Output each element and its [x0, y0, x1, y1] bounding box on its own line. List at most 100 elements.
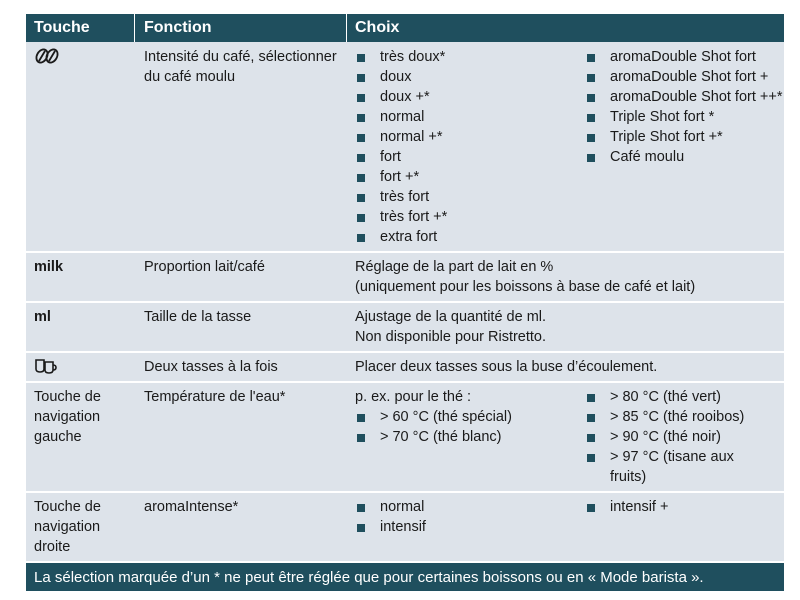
two-cups-icon [34, 357, 135, 375]
choice-cell: p. ex. pour le thé : > 60 °C (thé spécia… [347, 387, 784, 487]
key-cell [26, 357, 135, 377]
header-choice: Choix [355, 19, 400, 36]
choice-item: très doux* [355, 47, 585, 67]
bullet-icon [357, 414, 365, 422]
bullet-icon [587, 504, 595, 512]
choice-label: Triple Shot fort +* [610, 129, 723, 145]
bullet-icon [587, 94, 595, 102]
choice-item: > 60 °C (thé spécial) [355, 407, 585, 427]
coffee-beans-icon [34, 47, 135, 65]
choice-label: > 85 °C (thé rooibos) [610, 409, 745, 425]
choice-list-right: > 80 °C (thé vert) > 85 °C (thé rooibos) >… [585, 387, 784, 487]
key-cell [26, 47, 135, 247]
choice-item: aromaDouble Shot fort ++* [585, 87, 784, 107]
table-row-strength: Intensité du café, sélectionner du café … [26, 42, 784, 253]
function-cell: aromaIntense* [144, 499, 239, 515]
choice-label: très fort [380, 189, 430, 205]
choice-label: normal +* [380, 129, 443, 145]
key-cell: milk [34, 259, 64, 275]
choice-cell: Réglage de la part de lait en % (uniquem… [347, 257, 784, 297]
choice-list-left: normal intensif [355, 497, 585, 537]
bullet-icon [587, 454, 595, 462]
choice-item: très fort +* [355, 207, 585, 227]
function-cell: Intensité du café, sélectionner du café … [144, 49, 337, 85]
choice-label: intensif [380, 519, 426, 535]
choice-label: aromaDouble Shot fort + [610, 69, 769, 85]
choice-item: > 80 °C (thé vert) [585, 387, 764, 407]
choice-item: aromaDouble Shot fort [585, 47, 784, 67]
choice-item: > 70 °C (thé blanc) [355, 427, 585, 447]
choice-item: très fort [355, 187, 585, 207]
bullet-icon [357, 214, 365, 222]
choice-item: > 90 °C (thé noir) [585, 427, 764, 447]
choice-line: Réglage de la part de lait en % [355, 259, 554, 275]
choice-item: normal [355, 107, 585, 127]
choice-label: aromaDouble Shot fort [610, 49, 756, 65]
choice-label: > 80 °C (thé vert) [610, 389, 721, 405]
choice-list-left: > 60 °C (thé spécial) > 70 °C (thé blanc) [355, 407, 585, 447]
choice-item: extra fort [355, 227, 585, 247]
settings-table: Touche Fonction Choix Intensité du café,… [26, 14, 784, 591]
choice-list-left: très doux* doux doux +* normal normal +* fort… [355, 47, 585, 247]
choice-item: doux +* [355, 87, 585, 107]
function-cell: Température de l'eau* [144, 389, 286, 405]
choice-cell: normal intensif intensif + [347, 497, 784, 557]
choice-item: fort +* [355, 167, 585, 187]
bullet-icon [357, 74, 365, 82]
choice-list-right: aromaDouble Shot fort aromaDouble Shot fo… [585, 47, 784, 247]
choice-label: > 97 °C (tisane aux fruits) [610, 449, 734, 485]
function-cell: Deux tasses à la fois [144, 359, 278, 375]
bullet-icon [357, 194, 365, 202]
key-cell: Touche de navigation gauche [34, 389, 101, 445]
choice-label: aromaDouble Shot fort ++* [610, 89, 783, 105]
choice-item: fort [355, 147, 585, 167]
choice-line: Ajustage de la quantité de ml. [355, 309, 547, 325]
choice-cell: Placer deux tasses sous la buse d’écoule… [355, 359, 658, 375]
choice-label: intensif + [610, 499, 669, 515]
choice-label: doux [380, 69, 412, 85]
choice-item: Café moulu [585, 147, 784, 167]
bullet-icon [587, 154, 595, 162]
table-row-nav-right: Touche de navigation droite aromaIntense… [26, 493, 784, 563]
choice-label: > 90 °C (thé noir) [610, 429, 721, 445]
choice-item: > 85 °C (thé rooibos) [585, 407, 764, 427]
bullet-icon [357, 94, 365, 102]
function-cell: Proportion lait/café [144, 259, 265, 275]
choice-item: aromaDouble Shot fort + [585, 67, 784, 87]
header-function: Fonction [135, 14, 347, 42]
bullet-icon [357, 504, 365, 512]
choice-item: doux [355, 67, 585, 87]
choice-label: doux +* [380, 89, 430, 105]
choice-line: (uniquement pour les boissons à base de … [355, 279, 696, 295]
choice-cell: Ajustage de la quantité de ml. Non dispo… [347, 307, 784, 347]
choice-label: Café moulu [610, 149, 685, 165]
choice-label: normal [380, 109, 425, 125]
bullet-icon [587, 74, 595, 82]
choice-label: extra fort [380, 229, 438, 245]
choice-label: fort [380, 149, 401, 165]
choice-item: intensif + [585, 497, 784, 517]
bullet-icon [357, 114, 365, 122]
choice-label: normal [380, 499, 425, 515]
footnote-bar: La sélection marquée d’un * ne peut être… [26, 563, 784, 591]
choice-item: Triple Shot fort * [585, 107, 784, 127]
choice-label: > 70 °C (thé blanc) [380, 429, 502, 445]
bullet-icon [357, 174, 365, 182]
bullet-icon [587, 54, 595, 62]
choice-list-right: intensif + [585, 497, 784, 537]
bullet-icon [587, 114, 595, 122]
key-cell: ml [34, 309, 51, 325]
bullet-icon [587, 434, 595, 442]
table-header: Touche Fonction Choix [26, 14, 784, 42]
choice-item: normal +* [355, 127, 585, 147]
choice-intro: p. ex. pour le thé : [355, 389, 472, 405]
choice-item: Triple Shot fort +* [585, 127, 784, 147]
choice-label: Triple Shot fort * [610, 109, 715, 125]
choice-item: intensif [355, 517, 585, 537]
choice-label: > 60 °C (thé spécial) [380, 409, 512, 425]
table-row-milk: milk Proportion lait/café Réglage de la … [26, 253, 784, 303]
bullet-icon [357, 234, 365, 242]
header-key: Touche [26, 14, 135, 42]
choice-item: normal [355, 497, 585, 517]
bullet-icon [357, 154, 365, 162]
